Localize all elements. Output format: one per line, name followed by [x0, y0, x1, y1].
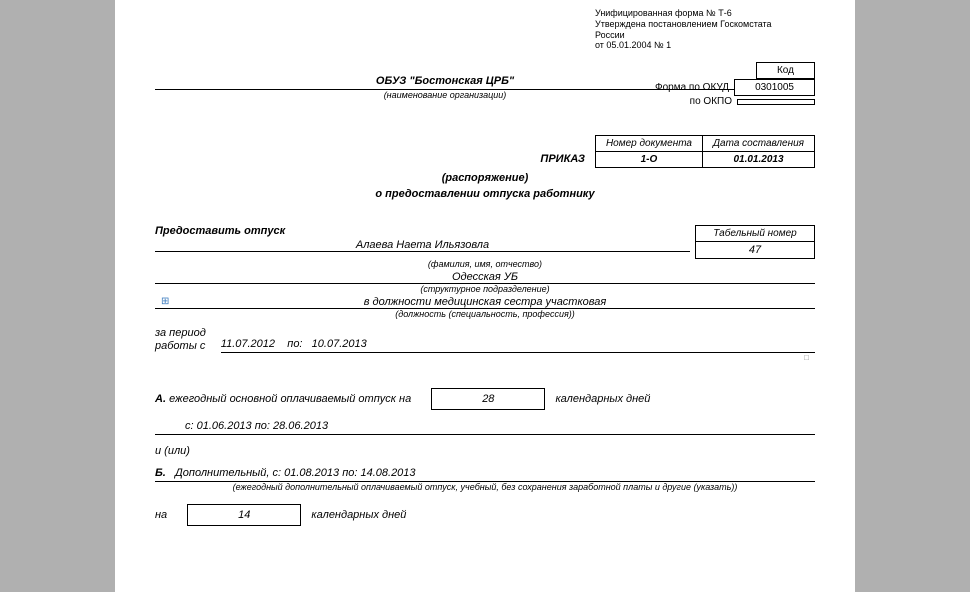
section-b: Б. Дополнительный, с: 01.08.2013 по: 14.… — [155, 467, 815, 526]
code-block: Код Форма по ОКУД 0301005 по ОКПО — [655, 62, 815, 107]
doc-num-header: Номер документа — [595, 136, 702, 152]
dept-value: Одесская УБ — [155, 271, 815, 284]
doc-number-block: ПРИКАЗ Номер документа Дата составления … — [155, 135, 815, 168]
form-header-note: Унифицированная форма № Т-6 Утверждена п… — [595, 8, 795, 51]
position-caption: (должность (специальность, профессия)) — [155, 309, 815, 319]
section-a-prefix: А. — [155, 393, 166, 405]
position-value: в должности медицинская сестра участкова… — [155, 296, 815, 309]
note-line4: от 05.01.2004 № 1 — [595, 40, 795, 51]
document-page: Унифицированная форма № Т-6 Утверждена п… — [115, 0, 855, 592]
tab-label: Табельный номер — [695, 225, 815, 242]
section-a-dates: с: 01.06.2013 по: 28.06.2013 — [155, 420, 815, 435]
doc-date-value: 01.01.2013 — [703, 152, 815, 168]
period-to-label: по: — [287, 338, 302, 350]
period-label2: работы с — [155, 340, 205, 352]
marker-small-icon: □ — [804, 353, 809, 362]
marker-icon: ⊞ — [161, 296, 169, 307]
note-line1: Унифицированная форма № Т-6 — [595, 8, 795, 19]
prikaz-label: ПРИКАЗ — [540, 135, 595, 165]
ili-label: и (или) — [155, 445, 815, 457]
subtitle1: (распоряжение) — [155, 172, 815, 184]
section-b-suffix: календарных дней — [311, 509, 406, 521]
doc-date-header: Дата составления — [703, 136, 815, 152]
period-label1: за период — [155, 327, 206, 339]
fio-caption: (фамилия, имя, отчество) — [155, 259, 815, 269]
okpo-value — [738, 99, 815, 104]
section-a-days: 28 — [431, 388, 545, 410]
org-name: ОБУЗ "Бостонская ЦРБ" — [155, 75, 735, 90]
okud-value: 0301005 — [735, 80, 815, 96]
code-table: Код — [756, 62, 815, 79]
section-a-text: ежегодный основной оплачиваемый отпуск н… — [169, 393, 411, 405]
section-a-suffix: календарных дней — [555, 393, 650, 405]
dept-caption: (структурное подразделение) — [155, 284, 815, 294]
fio-value: Алаева Наета Ильязовла — [155, 239, 690, 252]
section-b-na: на — [155, 509, 177, 521]
section-a: А. ежегодный основной оплачиваемый отпус… — [155, 388, 815, 435]
section-b-caption: (ежегодный дополнительный оплачиваемый о… — [155, 482, 815, 492]
tab-value: 47 — [695, 242, 815, 259]
doc-num-value: 1-О — [595, 152, 702, 168]
period-to: 10.07.2013 — [312, 338, 367, 350]
okpo-label: по ОКПО — [690, 96, 737, 107]
grant-block: Предоставить отпуск Алаева Наета Ильязов… — [155, 225, 815, 319]
section-b-prefix: Б. — [155, 467, 166, 479]
note-line2: Утверждена постановлением Госкомстата — [595, 19, 795, 30]
org-caption: (наименование организации) — [155, 90, 735, 100]
subtitle2: о предоставлении отпуска работнику — [155, 188, 815, 200]
section-b-days: 14 — [187, 504, 301, 526]
kod-label: Код — [756, 63, 814, 79]
doc-table: Номер документа Дата составления 1-О 01.… — [595, 135, 815, 168]
period-row: за период работы с 11.07.2012 по: 10.07.… — [155, 327, 815, 353]
grant-label: Предоставить отпуск — [155, 225, 690, 237]
okud-label: Форма по ОКУД — [655, 82, 734, 93]
section-b-text: Дополнительный, с: 01.08.2013 по: 14.08.… — [175, 467, 416, 479]
period-from: 11.07.2012 — [221, 338, 275, 350]
note-line3: России — [595, 30, 795, 41]
